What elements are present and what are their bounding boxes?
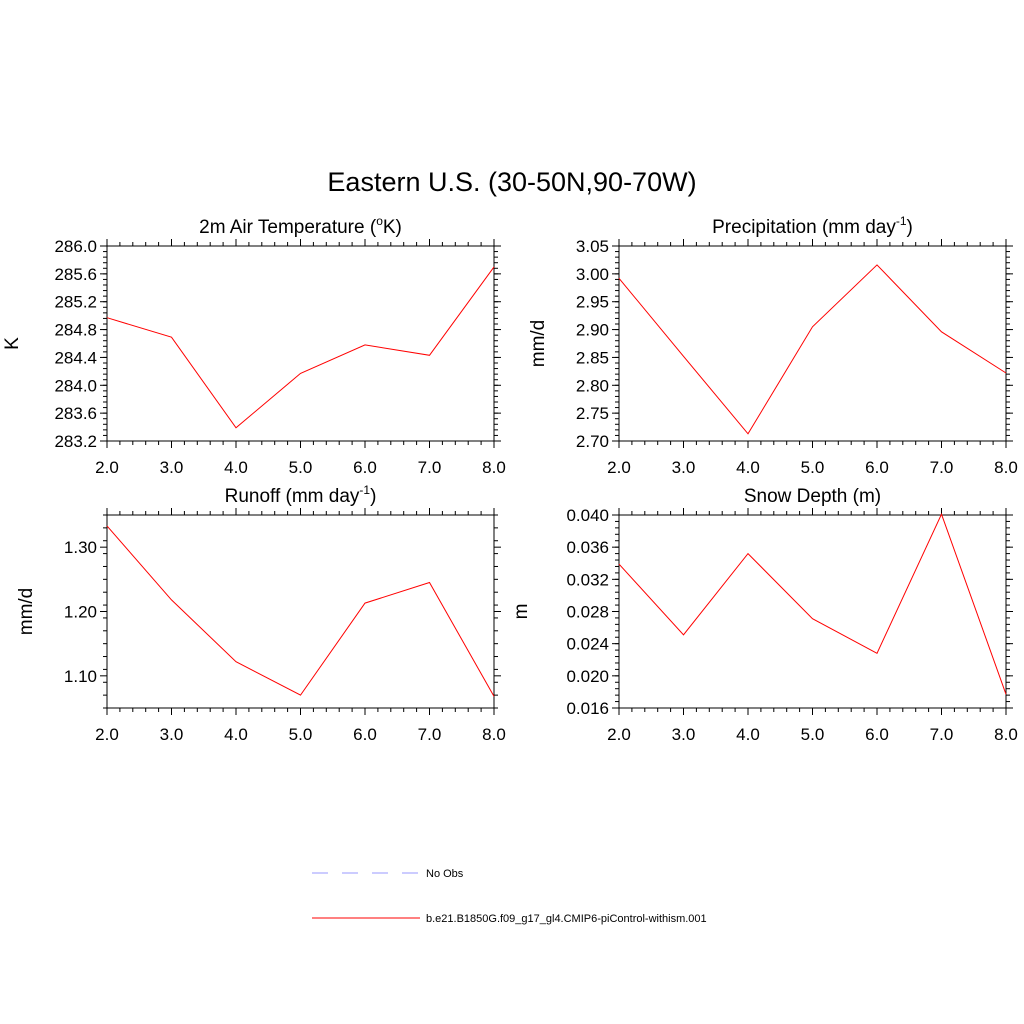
y-tick-label: 0.028 — [566, 603, 609, 622]
plot-frame — [106, 245, 495, 442]
y-tick-label: 2.80 — [576, 376, 609, 395]
x-tick-label: 7.0 — [930, 725, 954, 744]
y-tick-label: 285.6 — [54, 265, 97, 284]
y-tick-label: 1.10 — [64, 667, 97, 686]
panels: 2m Air Temperature (oK) K 2.0 3.0 4.0 5.0 6.0 7… — [2, 214, 1018, 744]
y-tick-label: 3.05 — [576, 237, 609, 256]
series-line-1 — [618, 264, 1007, 435]
plot-frame — [618, 514, 1007, 709]
series-line-1 — [106, 525, 495, 697]
y-tick-label: 2.75 — [576, 404, 609, 423]
y-axis-label: K — [2, 337, 23, 350]
y-tick-label: 1.20 — [64, 603, 97, 622]
panel-title-text: 2m Air Temperature ( — [199, 217, 377, 238]
y-axis-label: mm/d — [16, 588, 37, 636]
y-tick-label: 0.032 — [566, 570, 609, 589]
panel-title-text: Runoff (mm day — [225, 486, 360, 507]
x-tick-label: 5.0 — [801, 725, 825, 744]
y-tick-label: 2.90 — [576, 321, 609, 340]
y-tick-label: 284.8 — [54, 321, 97, 340]
y-tick-label: 284.0 — [54, 376, 97, 395]
x-tick-label: 2.0 — [607, 725, 631, 744]
x-tick-label: 6.0 — [865, 458, 889, 477]
x-tick-label: 7.0 — [418, 725, 442, 744]
x-tick-label: 5.0 — [289, 458, 313, 477]
x-tick-label: 8.0 — [994, 725, 1018, 744]
y-tick-label: 0.016 — [566, 699, 609, 718]
y-axis-label: m — [511, 604, 532, 620]
x-tick-label: 6.0 — [865, 725, 889, 744]
x-tick-label: 7.0 — [930, 458, 954, 477]
legend-label-2: b.e21.B1850G.f09_g17_gl4.CMIP6-piControl… — [426, 913, 707, 925]
x-tick-label: 4.0 — [224, 725, 248, 744]
x-tick-label: 4.0 — [736, 458, 760, 477]
x-tick-label: 3.0 — [672, 458, 696, 477]
panel-title: 2m Air Temperature (oK) — [199, 214, 402, 238]
y-tick-label: 0.036 — [566, 538, 609, 557]
x-tick-label: 8.0 — [482, 458, 506, 477]
x-tick-label: 2.0 — [95, 458, 119, 477]
panel-title-superscript: o — [376, 214, 383, 228]
panel-title-text: Precipitation (mm day — [712, 217, 896, 238]
x-tick-label: 8.0 — [482, 725, 506, 744]
panel-title-suffix: ) — [907, 217, 913, 238]
panel-title: Precipitation (mm day-1) — [712, 214, 913, 238]
y-axis-label: mm/d — [528, 320, 549, 368]
y-tick-label: 3.00 — [576, 265, 609, 284]
legend: No Obs b.e21.B1850G.f09_g17_gl4.CMIP6-piC… — [312, 868, 707, 925]
chart-panel-4: Snow Depth (m) m 2.0 3.0 4.0 5.0 6.0 7.0 8.0 0.01… — [511, 486, 1018, 744]
figure-title: Eastern U.S. (30-50N,90-70W) — [327, 167, 696, 197]
x-tick-label: 6.0 — [353, 725, 377, 744]
chart-panel-2: Precipitation (mm day-1) mm/d 2.0 3.0 4.0 5.0… — [528, 214, 1018, 477]
x-tick-label: 8.0 — [994, 458, 1018, 477]
y-tick-label: 1.30 — [64, 538, 97, 557]
x-tick-label: 2.0 — [95, 725, 119, 744]
y-tick-label: 283.6 — [54, 404, 97, 423]
chart-panel-3: Runoff (mm day-1) mm/d 2.0 3.0 4.0 5.0 6.0 7.0 8… — [16, 483, 506, 744]
panel-title-text: Snow Depth (m) — [744, 486, 881, 507]
plot-frame — [618, 245, 1007, 442]
panel-title-suffix: ) — [370, 486, 376, 507]
panel-title: Runoff (mm day-1) — [225, 483, 377, 507]
panel-title: Snow Depth (m) — [744, 486, 881, 507]
x-tick-label: 3.0 — [160, 725, 184, 744]
y-tick-label: 285.2 — [54, 293, 97, 312]
x-tick-label: 2.0 — [607, 458, 631, 477]
panel-title-superscript: -1 — [896, 214, 907, 228]
x-tick-label: 5.0 — [289, 725, 313, 744]
x-tick-label: 5.0 — [801, 458, 825, 477]
y-tick-label: 2.70 — [576, 432, 609, 451]
y-tick-label: 0.040 — [566, 506, 609, 525]
legend-label-1: No Obs — [426, 868, 464, 880]
y-tick-label: 0.024 — [566, 635, 609, 654]
x-tick-label: 6.0 — [353, 458, 377, 477]
series-line-1 — [106, 266, 495, 429]
x-tick-label: 3.0 — [672, 725, 696, 744]
y-tick-label: 2.95 — [576, 293, 609, 312]
y-tick-label: 284.4 — [54, 348, 97, 367]
panel-title-superscript: -1 — [359, 483, 370, 497]
x-tick-label: 3.0 — [160, 458, 184, 477]
x-tick-label: 7.0 — [418, 458, 442, 477]
series-line-1 — [618, 512, 1007, 695]
y-tick-label: 2.85 — [576, 348, 609, 367]
y-tick-label: 286.0 — [54, 237, 97, 256]
chart-panel-1: 2m Air Temperature (oK) K 2.0 3.0 4.0 5.0 6.0 7… — [2, 214, 506, 477]
panel-title-suffix: K) — [383, 217, 402, 238]
plot-frame — [106, 514, 495, 709]
y-tick-label: 0.020 — [566, 667, 609, 686]
x-tick-label: 4.0 — [736, 725, 760, 744]
x-tick-label: 4.0 — [224, 458, 248, 477]
y-tick-label: 283.2 — [54, 432, 97, 451]
